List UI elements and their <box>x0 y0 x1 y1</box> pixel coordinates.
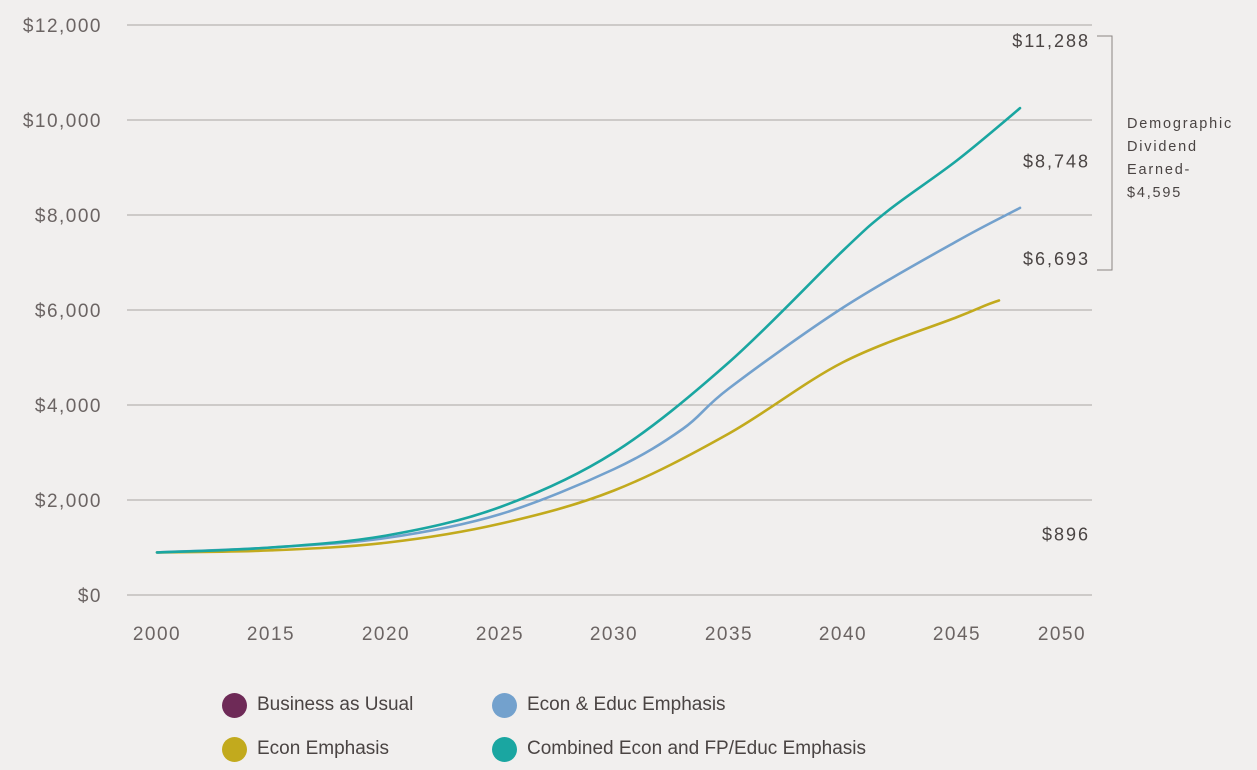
annotation-line-1: Demographic <box>1127 116 1233 132</box>
y-tick-label: $12,000 <box>23 16 102 37</box>
annotation-line-3: Earned- <box>1127 162 1191 178</box>
legend-item-econ-educ-emphasis: Econ & Educ Emphasis <box>492 690 726 720</box>
legend-label: Combined Econ and FP/Educ Emphasis <box>527 738 867 759</box>
y-tick-label: $10,000 <box>23 111 102 132</box>
y-tick-label: $0 <box>78 586 102 607</box>
dividend-bracket: Demographic Dividend Earned- $4,595 <box>1097 35 1233 271</box>
x-tick-label: 2045 <box>933 624 981 645</box>
series-line-econ-emphasis <box>155 299 1001 554</box>
end-value-label: $8,748 <box>1023 151 1090 171</box>
legend-swatch <box>492 692 517 718</box>
legend-swatch <box>222 736 247 762</box>
end-value-labels: $896 $6,693 $8,748 $11,288 <box>1012 31 1090 545</box>
legend-swatch <box>222 692 247 718</box>
legend-item-business-as-usual: Business as Usual <box>222 690 413 720</box>
gridlines <box>127 24 1092 596</box>
x-tick-label: 2040 <box>819 624 867 645</box>
x-tick-label: 2020 <box>362 624 410 645</box>
legend: Business as Usual Econ & Educ Emphasis E… <box>222 690 982 770</box>
x-tick-label: 2030 <box>590 624 638 645</box>
x-tick-label: 2025 <box>476 624 524 645</box>
legend-label: Econ Emphasis <box>257 738 390 759</box>
annotation-line-2: Dividend <box>1127 139 1198 155</box>
x-tick-label: 2015 <box>247 624 295 645</box>
legend-item-combined-emphasis: Combined Econ and FP/Educ Emphasis <box>492 734 866 764</box>
legend-label: Business as Usual <box>257 694 414 715</box>
x-tick-label: 2035 <box>705 624 753 645</box>
legend-swatch <box>492 736 517 762</box>
y-tick-label: $4,000 <box>35 396 102 417</box>
x-axis-tick-labels: 2000 2015 2020 2025 2030 2035 2040 2045 2050 <box>133 624 1086 645</box>
x-tick-label: 2000 <box>133 624 181 645</box>
end-value-label: $11,288 <box>1012 31 1090 51</box>
y-tick-label: $6,000 <box>35 301 102 322</box>
series-lines <box>155 106 1022 554</box>
series-line-combined-econ-and-fp-educ-emphasis <box>155 106 1022 554</box>
legend-item-econ-emphasis: Econ Emphasis <box>222 734 389 764</box>
end-value-label: $6,693 <box>1023 249 1090 269</box>
legend-label: Econ & Educ Emphasis <box>527 694 726 715</box>
annotation-line-4: $4,595 <box>1127 185 1182 201</box>
y-axis-tick-labels: $0 $2,000 $4,000 $6,000 $8,000 $10,000 $12,000 <box>23 16 102 607</box>
end-value-label: $896 <box>1042 524 1090 544</box>
y-tick-label: $8,000 <box>35 206 102 227</box>
bracket-line <box>1097 35 1113 271</box>
x-tick-label: 2050 <box>1038 624 1086 645</box>
y-tick-label: $2,000 <box>35 491 102 512</box>
